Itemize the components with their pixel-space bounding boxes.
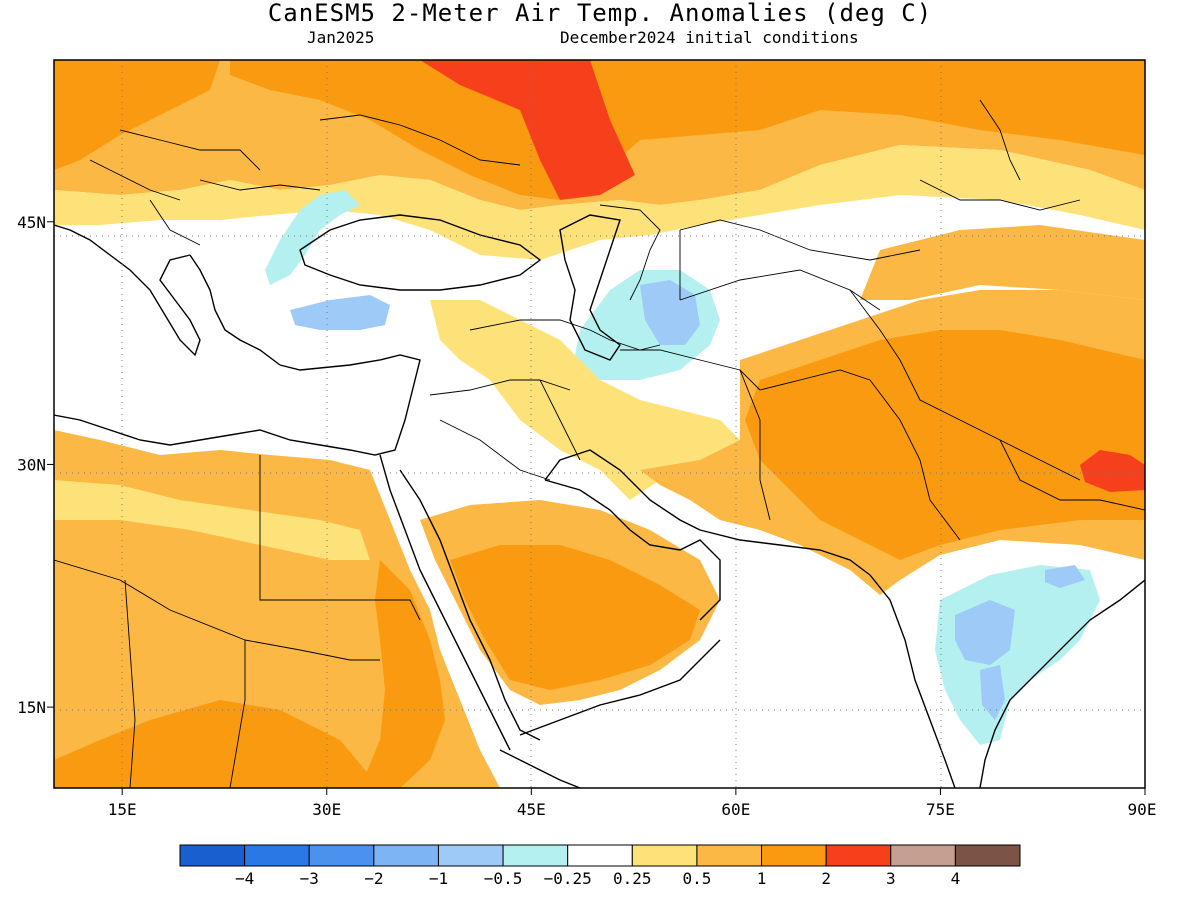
colorbar-swatch	[437, 844, 504, 867]
lat-tick-label: 15N	[17, 698, 46, 717]
colorbar-label: −2	[364, 869, 383, 888]
region-india-blue	[955, 600, 1015, 665]
colorbar-swatch	[502, 844, 569, 867]
anomaly-field	[54, 60, 1145, 788]
region-india-blue-3	[1045, 565, 1085, 588]
colorbar-swatch	[308, 844, 375, 867]
colorbar-swatch	[825, 844, 892, 867]
region-central-asia-light-orange	[860, 225, 1145, 300]
region-blue-turkey	[290, 295, 390, 330]
region-africa-yellow	[54, 480, 370, 560]
region-yellow-middle-east	[430, 300, 740, 500]
region-india-blue-2	[980, 665, 1005, 720]
colorbar-swatch	[631, 844, 698, 867]
lat-tick-label: 30N	[17, 455, 46, 474]
colorbar-label: −0.25	[544, 869, 592, 888]
region-mid-blue-turkmen	[640, 280, 700, 345]
colorbar-label: 3	[886, 869, 896, 888]
region-south-asia-orange	[745, 330, 1145, 560]
forecast-month: Jan2025	[307, 28, 375, 47]
region-africa-orange-south	[54, 700, 380, 788]
lon-tick-label: 30E	[312, 800, 341, 819]
colorbar-label: −1	[429, 869, 448, 888]
borders	[54, 99, 1145, 788]
colorbar-swatch	[567, 844, 633, 867]
colorbar: −4 −3 −2 −1 −0.5 −0.25 0.25 0.5 1 2 3 4	[179, 844, 1021, 888]
region-arabia-orange	[450, 545, 700, 690]
lon-tick-label: 90E	[1128, 800, 1157, 819]
gridlines	[54, 60, 1145, 788]
lon-tick-label: 45E	[517, 800, 546, 819]
map-frame	[53, 59, 1146, 789]
colorbar-label: 2	[821, 869, 831, 888]
colorbar-swatch	[179, 844, 246, 867]
region-africa-orange-east	[360, 560, 445, 788]
colorbar-swatch	[244, 844, 310, 867]
colorbar-label: −4	[235, 869, 254, 888]
region-russia-red	[420, 60, 635, 200]
latitude-ticks: 15N 30N 45N	[17, 213, 54, 717]
colorbar-label: 0.25	[613, 869, 652, 888]
colorbar-label: 1	[757, 869, 767, 888]
colorbar-label: 0.5	[682, 869, 711, 888]
region-blue-balkans	[265, 190, 360, 285]
map-title: CanESM5 2-Meter Air Temp. Anomalies (deg…	[267, 0, 933, 27]
colorbar-label: −3	[300, 869, 319, 888]
longitude-ticks: 15E 30E 45E 60E 75E 90E	[108, 788, 1157, 819]
region-yellow-band-north	[54, 145, 1145, 260]
lat-tick-label: 45N	[17, 213, 46, 232]
colorbar-label: −0.5	[484, 869, 523, 888]
region-north-orange	[230, 60, 1145, 200]
region-tibet-red	[1080, 450, 1145, 492]
lon-tick-label: 15E	[108, 800, 137, 819]
colorbar-swatch	[373, 844, 439, 867]
initial-conditions: December2024 initial conditions	[560, 28, 859, 47]
colorbar-swatch	[696, 844, 763, 867]
colorbar-label: 4	[951, 869, 961, 888]
lon-tick-label: 60E	[721, 800, 750, 819]
region-north-orange-west	[54, 60, 220, 170]
colorbar-swatch	[890, 844, 956, 867]
lon-tick-label: 75E	[926, 800, 955, 819]
colorbar-swatch	[954, 844, 1021, 867]
coastlines	[54, 214, 1145, 788]
colorbar-swatch	[761, 844, 827, 867]
